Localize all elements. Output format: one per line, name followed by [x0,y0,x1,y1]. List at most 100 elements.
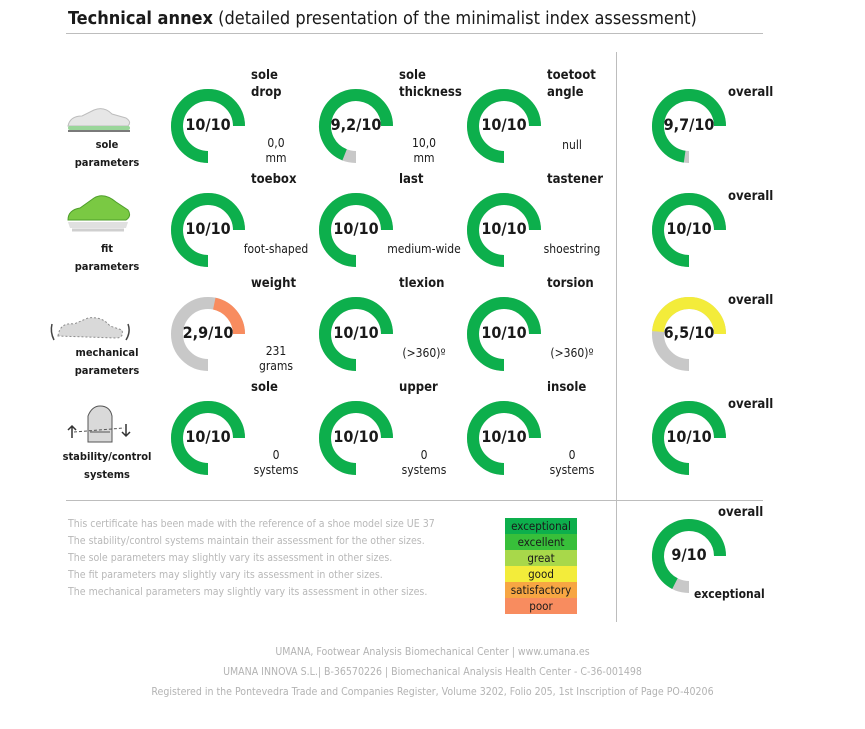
param-value-line1: 0 [420,448,428,462]
score-gauge [319,193,393,267]
overall-label: overall [728,85,774,100]
param-value-line2: mm [265,151,287,165]
gauge-fill [467,89,541,163]
param-name: last [399,171,423,188]
param-name-line1: sole [399,68,426,83]
overall-gauge [652,297,726,371]
score-text: 10/10 [185,115,231,134]
footer: UMANA, Footwear Analysis Biomechanical C… [0,642,865,702]
score-gauge [171,193,245,267]
score-gauge [467,401,541,475]
param-name: sole drop [251,67,282,101]
final-score-text: 9/10 [671,545,707,564]
param-name: sole thickness [399,67,462,101]
param-value: shoestring [532,242,612,257]
gauge-fill [171,193,245,267]
param-value-line1: 0,0 [267,136,285,150]
param-name-line2: angle [547,85,584,100]
param-value-line2: systems [401,463,447,477]
footer-line-register: Registered in the Pontevedra Trade and C… [151,686,714,698]
param-value-line1: null [562,138,582,152]
param-value: (>360)º [384,346,464,361]
shoe-side-icon [64,104,134,138]
gauge-fill [319,297,393,371]
note-line: The stability/control systems maintain t… [68,535,425,547]
param-name-line2: drop [251,85,282,100]
note-line: This certificate has been made with the … [68,518,435,530]
param-value: 0 systems [384,448,464,478]
gauge-fill [212,297,245,335]
param-name-line1: weight [251,276,297,291]
param-name: tastener [547,171,603,188]
param-name: toetoot angle [547,67,596,101]
param-name: tlexion [399,275,444,292]
row-label-line2: parameters [74,260,140,273]
score-text: 10/10 [481,427,527,446]
param-name: weight [251,275,296,292]
score-text: 10/10 [185,427,231,446]
overall-column-divider [616,52,617,622]
param-name-line1: sole [251,380,278,395]
param-name: toebox [251,171,297,188]
param-name-line1: toetoot [547,68,596,83]
param-name-line1: torsion [547,276,594,291]
final-overall-label: overall [718,505,764,520]
score-text: 2,9/10 [182,323,234,342]
param-value: 0 systems [236,448,316,478]
score-gauge [171,401,245,475]
overall-label: overall [728,189,774,204]
row-label-line1: fit [100,242,114,255]
row-label: sole parameters [52,136,162,172]
param-value-line1: medium-wide [387,242,461,256]
score-text: 10/10 [333,323,379,342]
gauge-fill [467,193,541,267]
legend-item: excellent [505,534,577,550]
gauge-fill [652,519,726,589]
param-value-line1: (>360)º [550,346,594,360]
param-value: 10,0 mm [384,136,464,166]
legend-item: exceptional [505,518,577,534]
legend-item: satisfactory [505,582,577,598]
param-value-line2: systems [549,463,595,477]
score-text: 10/10 [333,427,379,446]
param-name-line1: upper [399,380,438,395]
rating-legend: exceptional excellent great good satisfactor… [505,518,577,614]
section-divider [66,500,763,501]
param-value-line1: 231 [265,344,287,358]
param-name: sole [251,379,278,396]
title-bold: Technical annex [68,8,213,29]
row-label-line2: parameters [74,156,140,169]
certificate-notes: This certificate has been made with the … [68,516,435,601]
note-line: The mechanical parameters may slightly v… [68,586,428,598]
score-gauge [319,401,393,475]
gauge-fill [652,297,726,335]
score-text: 10/10 [481,115,527,134]
row-label-line2: systems [84,468,130,481]
final-rating: exceptional [694,587,765,601]
overall-label: overall [728,397,774,412]
param-value-line2: grams [258,359,294,373]
overall-score-text: 10/10 [666,427,712,446]
param-name: insole [547,379,586,396]
row-label-line1: sole [95,138,119,151]
footer-line-company: UMANA, Footwear Analysis Biomechanical C… [275,646,590,658]
title-subtitle: (detailed presentation of the minimalist… [218,8,697,29]
row-label-line1: mechanical [75,346,139,359]
gauge-fill [467,297,541,371]
score-gauge [171,297,245,371]
overall-gauge [652,89,726,163]
score-text: 10/10 [481,323,527,342]
gauge-fill [652,89,726,163]
gauge-fill [467,401,541,475]
legend-item: good [505,566,577,582]
param-name-line1: tastener [547,172,604,187]
overall-score-text: 9,7/10 [663,115,715,134]
param-value: (>360)º [532,346,612,361]
gauge-fill [319,193,393,267]
overall-label: overall [728,293,774,308]
row-label: mechanical parameters [52,344,162,380]
page-title: Technical annex (detailed presentation o… [68,8,697,29]
title-underline [66,33,763,34]
shoe-twist-icon [48,310,132,354]
overall-gauge [652,193,726,267]
